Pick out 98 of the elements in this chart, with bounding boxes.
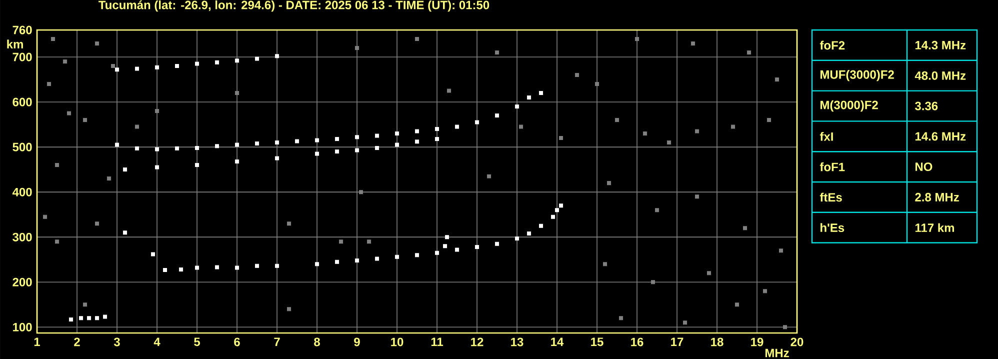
point [731,124,736,129]
y-axis-title: km [7,40,23,48]
point [743,226,748,230]
x-tick-label: 14 [551,338,564,346]
category-label: foF1 [820,162,845,172]
point [415,36,420,41]
x-tick-label: 4 [154,338,160,346]
point [487,174,492,178]
point [559,136,564,140]
category-label: h'Es [820,223,844,232]
point [635,36,640,41]
x-tick-label: 7 [274,338,280,346]
x-tick-label: 17 [671,338,684,346]
x-tick-label: 18 [711,338,724,346]
point [155,109,160,114]
x-tick-label: 15 [591,338,604,346]
text: 14.6 MHz [915,132,966,141]
point [575,73,580,78]
point [495,50,500,55]
point [95,222,100,226]
point [67,111,72,116]
point [51,36,56,41]
point [83,118,88,122]
y-tick-label: 400 [12,188,32,196]
point [43,214,48,219]
point [651,280,656,284]
point [619,316,624,320]
point [779,248,784,253]
x-axis-title: MHz [765,348,789,358]
point [55,163,60,168]
category-label: foF2 [820,40,845,50]
point [55,240,60,244]
x-tick-label: 16 [631,338,644,346]
point [783,325,788,330]
x-tick-label: 6 [234,338,240,346]
text: 48.0 MHz [914,71,966,80]
point [287,222,292,226]
y-tick-label: 100 [13,322,32,332]
category-label: ftEs [820,192,842,202]
point [655,208,660,212]
point [519,124,524,129]
point [95,41,100,46]
point [607,181,612,186]
x-tick-label: 9 [354,338,360,346]
text: 2.8 MHz [915,192,959,202]
point [767,118,772,122]
x-tick-label: 11 [431,338,444,346]
text: 14.3 MHz [915,40,966,50]
text: NO [916,162,932,172]
y-tick-label: 500 [12,142,32,152]
point [683,320,688,325]
point [691,41,696,46]
x-tick-label: 5 [194,338,200,346]
point [695,129,700,134]
point [367,240,372,244]
x-tick-label: 2 [74,338,80,346]
point [63,60,68,64]
point [615,118,620,122]
point [603,262,608,266]
chart-title: Tucumán (lat: -26.9, lon: 294.6) - DATE: 2025 06 13 - TIME (UT): 01:50 [98,0,490,12]
y-tick-label: 760 [12,26,32,34]
x-tick-label: 8 [314,338,320,346]
point [763,289,768,294]
point [447,88,452,93]
point [643,132,648,136]
point [747,50,752,55]
x-tick-label: 19 [751,338,764,346]
point [287,307,292,312]
category-label: M(3000)F2 [820,100,878,112]
point [47,82,52,86]
point [107,176,112,181]
y-tick-label: 300 [12,232,32,242]
point [359,190,364,194]
x-tick-label: 1 [34,338,40,346]
point [775,78,780,82]
point [595,82,600,86]
point [667,140,672,145]
point [111,64,116,68]
category-label: fxI [820,132,833,141]
category-label: MUF(3000)F2 [820,70,894,82]
point [735,302,740,307]
x-tick-label: 12 [471,338,484,346]
point [135,124,140,129]
point [695,194,700,199]
point [355,46,360,50]
point [235,91,240,96]
point [83,302,88,307]
point [707,271,712,276]
x-tick-label: 3 [114,338,120,346]
y-tick-label: 600 [12,98,32,106]
y-tick-label: 200 [12,278,32,286]
y-tick-label: 700 [12,52,32,62]
text: 3.36 [914,102,938,110]
x-tick-label: 20 [790,338,804,346]
x-tick-label: 10 [391,338,404,346]
point [339,240,344,244]
text: 117 km [915,223,954,232]
x-tick-label: 13 [511,338,524,346]
